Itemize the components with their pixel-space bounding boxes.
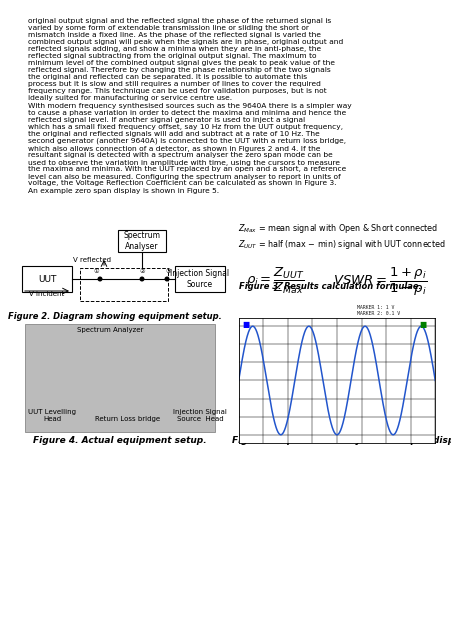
Text: $\rho_i = \dfrac{Z_{UUT}}{Z_{Max}}$: $\rho_i = \dfrac{Z_{UUT}}{Z_{Max}}$ <box>245 266 304 296</box>
Circle shape <box>98 277 101 281</box>
Text: Spectrum Analyzer: Spectrum Analyzer <box>77 327 143 333</box>
Text: Figure 5. Spectrum Analyzer zero span display.: Figure 5. Spectrum Analyzer zero span di… <box>232 436 451 445</box>
Text: UUT Levelling
Head: UUT Levelling Head <box>28 409 76 422</box>
Text: UUT: UUT <box>38 275 56 284</box>
Text: Figure 3. Results calculation formulae.: Figure 3. Results calculation formulae. <box>238 282 420 291</box>
Text: Injection Signal
Source  Head: Injection Signal Source Head <box>173 409 226 422</box>
Text: Figure 2. Diagram showing equipment setup.: Figure 2. Diagram showing equipment setu… <box>8 312 221 321</box>
FancyBboxPatch shape <box>175 266 225 292</box>
Text: 5 ms: 5 ms <box>341 332 354 337</box>
Text: ①: ① <box>93 269 99 274</box>
Text: MARKER 1: 1 V
MARKER 2: 0.1 V: MARKER 1: 1 V MARKER 2: 0.1 V <box>356 305 399 316</box>
Text: Center: 2.1 MHz: Center: 2.1 MHz <box>241 332 284 337</box>
Text: Spectrum
Analyser: Spectrum Analyser <box>123 231 160 251</box>
Text: Return Loss bridge: Return Loss bridge <box>95 416 160 422</box>
Text: Figure 4. Actual equipment setup.: Figure 4. Actual equipment setup. <box>33 436 207 445</box>
Text: $Z_{UUT}$ = half (max $-$ min) signal with UUT connected: $Z_{UUT}$ = half (max $-$ min) signal wi… <box>238 238 445 251</box>
Text: $VSWR = \dfrac{1+\rho_i}{1-\rho_i}$: $VSWR = \dfrac{1+\rho_i}{1-\rho_i}$ <box>332 266 426 298</box>
FancyBboxPatch shape <box>118 230 166 252</box>
Text: V reflected: V reflected <box>73 257 111 263</box>
Text: With modern frequency synthesised sources such as the 9640A there is a simpler w: With modern frequency synthesised source… <box>28 103 351 193</box>
Text: ③: ③ <box>165 269 170 274</box>
Text: V incident: V incident <box>29 291 64 297</box>
Text: ■: ■ <box>419 320 426 329</box>
FancyBboxPatch shape <box>25 324 215 432</box>
FancyBboxPatch shape <box>22 266 72 292</box>
Circle shape <box>140 277 143 281</box>
Text: Span: Span <box>418 332 431 337</box>
Text: $Z_{Max}$ = mean signal with Open & Short connected: $Z_{Max}$ = mean signal with Open & Shor… <box>238 222 437 235</box>
Text: Injection Signal
Source: Injection Signal Source <box>170 269 229 289</box>
Text: ■: ■ <box>242 320 249 329</box>
Text: ②: ② <box>139 269 144 274</box>
Text: original output signal and the reflected signal the phase of the returned signal: original output signal and the reflected… <box>28 18 342 101</box>
Circle shape <box>165 277 168 281</box>
